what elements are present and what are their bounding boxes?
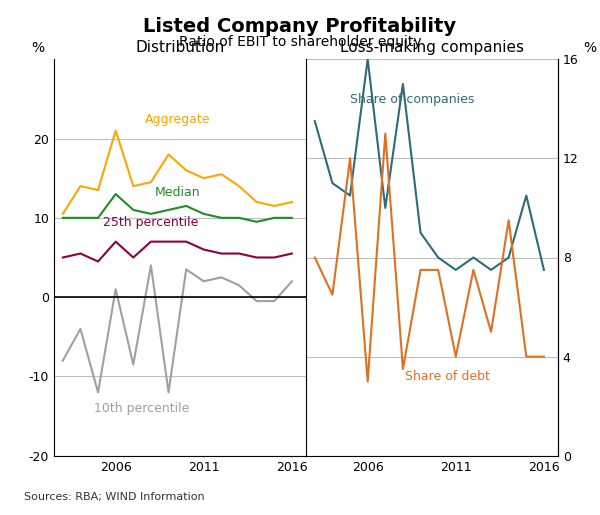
Text: Share of companies: Share of companies	[350, 93, 474, 106]
Title: Distribution: Distribution	[136, 40, 224, 55]
Text: Sources: RBA; WIND Information: Sources: RBA; WIND Information	[24, 492, 205, 502]
Title: Loss-making companies: Loss-making companies	[340, 40, 524, 55]
Text: Share of debt: Share of debt	[404, 370, 490, 384]
Text: 10th percentile: 10th percentile	[94, 402, 190, 415]
Text: Median: Median	[155, 185, 200, 199]
Text: Listed Company Profitability: Listed Company Profitability	[143, 17, 457, 36]
Text: %: %	[31, 41, 44, 55]
Text: Aggregate: Aggregate	[145, 113, 210, 126]
Text: %: %	[583, 41, 596, 55]
Text: Ratio of EBIT to shareholder equity: Ratio of EBIT to shareholder equity	[179, 35, 421, 49]
Text: 25th percentile: 25th percentile	[103, 216, 199, 229]
